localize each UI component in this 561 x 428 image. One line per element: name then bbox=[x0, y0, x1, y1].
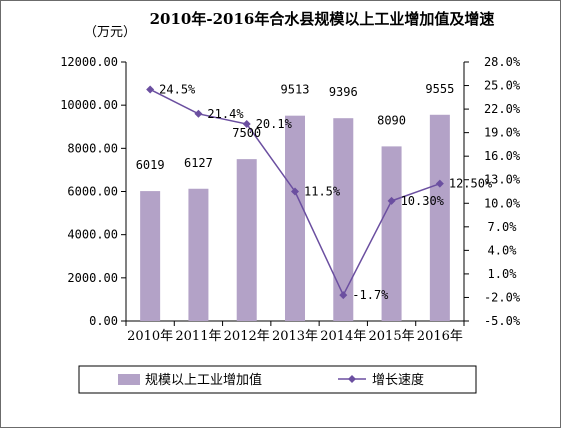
bar bbox=[188, 188, 209, 321]
line-point bbox=[387, 196, 396, 205]
x-tick-label: 2014年 bbox=[320, 329, 366, 344]
legend-line-marker bbox=[348, 375, 356, 383]
legend-bar-label: 规模以上工业增加值 bbox=[145, 372, 262, 388]
right-tick-label: 4.0% bbox=[488, 243, 518, 257]
left-tick-label: 8000.00 bbox=[67, 141, 118, 155]
left-axis-unit: （万元） bbox=[84, 25, 136, 40]
bar-value-label: 8090 bbox=[377, 113, 406, 127]
bar bbox=[285, 115, 305, 321]
x-tick-label: 2010年 bbox=[127, 329, 173, 344]
bar bbox=[140, 191, 161, 321]
bar-value-label: 6127 bbox=[184, 156, 213, 170]
x-tick-label: 2013年 bbox=[272, 329, 318, 344]
axes: 0.00 2000.00 4000.00 6000.00 8000.00 10000.00… bbox=[60, 55, 521, 344]
bar bbox=[429, 114, 450, 322]
left-tick-label: 4000.00 bbox=[67, 228, 118, 242]
x-tick-label: 2016年 bbox=[417, 329, 463, 344]
legend: 规模以上工业增加值 增长速度 bbox=[78, 365, 477, 394]
left-tick-label: 2000.00 bbox=[67, 271, 118, 285]
x-tick-label: 2012年 bbox=[224, 329, 270, 344]
legend-box bbox=[78, 365, 477, 394]
bar-value-label: 6019 bbox=[136, 158, 165, 172]
bar-value-label: 9513 bbox=[281, 83, 310, 97]
right-tick-label: 16.0% bbox=[484, 149, 521, 163]
right-tick-label: 19.0% bbox=[484, 126, 521, 140]
bar bbox=[381, 146, 402, 321]
line-series bbox=[146, 85, 444, 300]
right-tick-label: 7.0% bbox=[488, 220, 518, 234]
line-value-label: 21.4% bbox=[207, 107, 244, 121]
line-point bbox=[435, 179, 444, 188]
chart-title: 2010年-2016年合水县规模以上工业增加值及增速 bbox=[150, 10, 495, 28]
bar-value-label: 9555 bbox=[425, 82, 454, 96]
line-value-label: 20.1% bbox=[256, 117, 293, 131]
x-tick-label: 2011年 bbox=[175, 329, 221, 344]
line-value-label: 12.50% bbox=[449, 177, 493, 191]
right-tick-label: 22.0% bbox=[484, 102, 521, 116]
right-tick-label: -5.0% bbox=[484, 314, 521, 328]
left-tick-label: 6000.00 bbox=[67, 185, 118, 199]
bar bbox=[236, 159, 257, 321]
line-value-label: -1.7% bbox=[352, 288, 389, 302]
left-tick-label: 0.00 bbox=[89, 314, 118, 328]
line-point bbox=[291, 187, 299, 196]
bar bbox=[333, 118, 354, 321]
right-tick-label: 28.0% bbox=[484, 55, 521, 69]
bar-series bbox=[140, 114, 450, 322]
x-tick-label: 2015年 bbox=[369, 329, 415, 344]
right-tick-label: 1.0% bbox=[488, 267, 518, 281]
right-tick-label: 10.0% bbox=[484, 196, 521, 210]
line-point bbox=[339, 291, 348, 300]
right-tick-label: 25.0% bbox=[484, 79, 521, 93]
bar-value-label: 7500 bbox=[232, 126, 261, 140]
data-labels: 6019 6127 7500 9513 9396 8090 9555 24.5% 21.4% 20… bbox=[136, 82, 493, 302]
line-point bbox=[194, 109, 203, 118]
line-value-label: 11.5% bbox=[304, 185, 341, 199]
line-point bbox=[242, 120, 251, 129]
line-point bbox=[146, 85, 155, 94]
legend-bar-swatch bbox=[118, 374, 140, 385]
left-tick-label: 12000.00 bbox=[60, 55, 118, 69]
line-value-label: 24.5% bbox=[159, 82, 196, 96]
line-value-label: 10.30% bbox=[401, 194, 445, 208]
left-tick-label: 10000.00 bbox=[60, 98, 118, 112]
legend-line-label: 增长速度 bbox=[372, 372, 424, 388]
right-tick-label: 13.0% bbox=[484, 173, 521, 187]
bar-value-label: 9396 bbox=[329, 85, 358, 99]
right-tick-label: -2.0% bbox=[484, 290, 521, 304]
